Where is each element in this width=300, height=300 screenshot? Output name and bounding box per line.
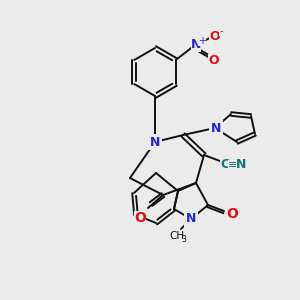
Text: N: N (190, 38, 201, 52)
Text: +: + (198, 36, 206, 46)
Text: CH: CH (169, 231, 184, 241)
Text: N: N (211, 122, 221, 134)
Text: C: C (220, 158, 230, 172)
Text: N: N (150, 134, 160, 148)
Text: 3: 3 (182, 235, 186, 244)
Text: ≡: ≡ (228, 160, 238, 170)
Text: N: N (236, 158, 246, 172)
Text: N: N (186, 212, 196, 226)
Text: O: O (226, 207, 238, 221)
Text: -: - (219, 26, 223, 36)
Text: O: O (208, 53, 219, 67)
Text: O: O (209, 29, 220, 43)
Text: O: O (134, 211, 146, 225)
Text: N: N (211, 122, 221, 134)
Text: N: N (186, 212, 196, 226)
Text: N: N (150, 136, 160, 148)
